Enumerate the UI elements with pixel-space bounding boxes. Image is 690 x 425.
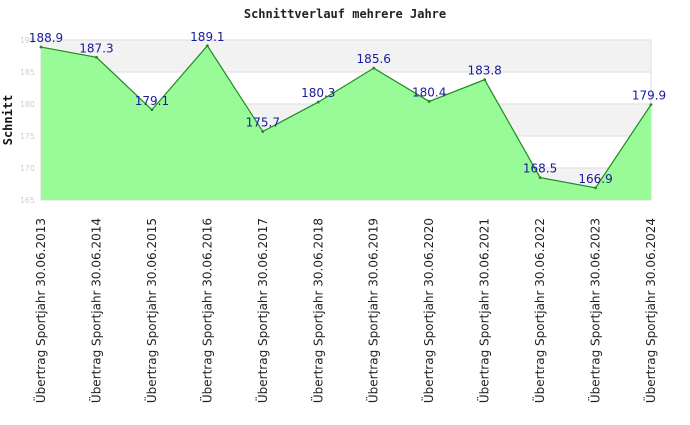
- x-tick-label: Übertrag Sportjahr 30.06.2019: [365, 218, 381, 403]
- data-point: [39, 45, 43, 49]
- data-labels: 188.9 187.3 179.1 189.1 175.7 180.3 185.6 180.4…: [29, 30, 666, 186]
- y-tick-label: 175: [20, 132, 35, 141]
- data-label: 185.6: [357, 52, 391, 66]
- grid-band: [41, 40, 651, 72]
- data-label: 179.9: [632, 89, 666, 103]
- data-point: [150, 108, 154, 112]
- data-label: 189.1: [190, 30, 224, 44]
- y-axis-ticks: 165 170 175 180 185 190: [20, 36, 35, 205]
- x-tick-label: Übertrag Sportjahr 30.06.2021: [476, 218, 492, 403]
- data-point: [205, 44, 209, 48]
- x-tick-label: Übertrag Sportjahr 30.06.2020: [420, 218, 436, 403]
- data-point: [95, 55, 98, 59]
- data-label: 183.8: [467, 64, 501, 78]
- data-point: [261, 130, 265, 133]
- data-label: 180.4: [412, 85, 446, 99]
- series-line: [40, 44, 652, 189]
- x-tick-label: Übertrag Sportjahr 30.06.2018: [309, 218, 325, 403]
- x-tick-label: Übertrag Sportjahr 30.06.2022: [531, 218, 547, 403]
- data-label: 179.1: [135, 94, 169, 108]
- y-tick-label: 165: [20, 196, 35, 205]
- chart-title: Schnittverlauf mehrere Jahre: [244, 7, 446, 21]
- y-axis-label: Schnitt: [1, 95, 15, 146]
- x-tick-label: Übertrag Sportjahr 30.06.2024: [642, 218, 658, 403]
- y-tick-label: 180: [20, 100, 35, 109]
- data-label: 166.9: [578, 172, 612, 186]
- x-tick-label: Übertrag Sportjahr 30.06.2014: [87, 218, 103, 403]
- data-point: [594, 186, 597, 190]
- x-tick-label: Übertrag Sportjahr 30.06.2013: [32, 218, 48, 403]
- data-label: 188.9: [29, 31, 63, 45]
- y-tick-label: 190: [20, 36, 35, 45]
- y-tick-label: 185: [20, 68, 35, 77]
- data-label: 168.5: [523, 162, 557, 176]
- data-point: [649, 103, 653, 107]
- data-point: [316, 100, 320, 104]
- data-label: 180.3: [301, 86, 335, 100]
- x-tick-label: Übertrag Sportjahr 30.06.2015: [143, 218, 159, 403]
- area-fill: [41, 45, 651, 201]
- data-point: [372, 66, 376, 70]
- x-tick-label: Übertrag Sportjahr 30.06.2023: [587, 218, 603, 403]
- data-point: [427, 100, 431, 103]
- x-tick-label: Übertrag Sportjahr 30.06.2017: [254, 218, 270, 403]
- y-tick-label: 170: [20, 164, 35, 173]
- data-label: 187.3: [79, 41, 113, 55]
- x-tick-label: Übertrag Sportjahr 30.06.2016: [198, 218, 214, 403]
- data-point: [483, 78, 487, 82]
- data-label: 175.7: [246, 116, 280, 130]
- series-area: [39, 44, 653, 201]
- x-axis-ticks: Übertrag Sportjahr 30.06.2013 Übertrag Sp…: [32, 218, 658, 403]
- data-point: [538, 176, 542, 180]
